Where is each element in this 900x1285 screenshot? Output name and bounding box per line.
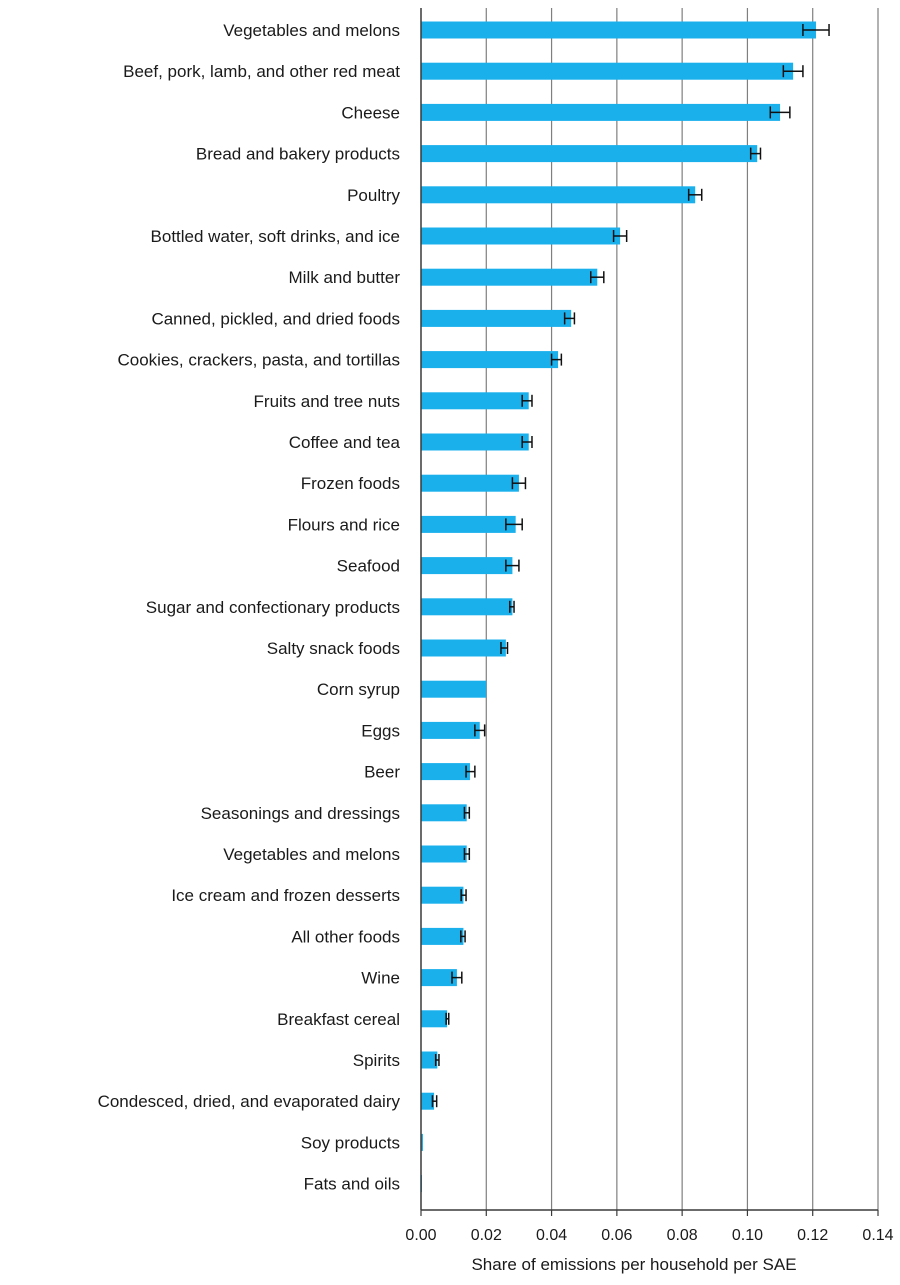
category-label: Ice cream and frozen desserts	[171, 886, 400, 905]
x-tick-label: 0.04	[536, 1227, 567, 1244]
category-label: Corn syrup	[317, 680, 400, 699]
category-label: Seafood	[337, 557, 400, 576]
bar	[421, 309, 572, 327]
category-label: Condesced, dried, and evaporated dairy	[98, 1092, 401, 1111]
bar	[421, 62, 794, 80]
category-label: Eggs	[361, 721, 400, 740]
bar	[421, 433, 529, 451]
x-tick-label: 0.14	[862, 1227, 893, 1244]
bar	[421, 227, 621, 245]
bar	[421, 763, 470, 781]
bar	[421, 1010, 448, 1028]
category-label: Spirits	[353, 1051, 400, 1070]
bar	[421, 1051, 438, 1069]
x-tick-labels: 0.00 0.02 0.04 0.06 0.08 0.10 0.12 0.14	[405, 1227, 893, 1244]
error-bars	[431, 24, 830, 1108]
x-tick-label: 0.06	[601, 1227, 632, 1244]
category-labels: Vegetables and melons Beef, pork, lamb, a…	[98, 21, 401, 1194]
bar	[421, 845, 467, 863]
gridlines	[485, 8, 879, 1210]
bar	[421, 474, 519, 492]
category-label: Canned, pickled, and dried foods	[151, 309, 400, 328]
category-label: Beef, pork, lamb, and other red meat	[123, 62, 400, 81]
bar	[421, 886, 464, 904]
bar	[421, 392, 529, 410]
bars	[421, 21, 816, 1193]
category-label: Seasonings and dressings	[201, 804, 400, 823]
bar	[421, 598, 513, 616]
category-label: Sugar and confectionary products	[146, 598, 400, 617]
bar	[421, 639, 506, 657]
x-tick-label: 0.02	[471, 1227, 502, 1244]
bar	[421, 268, 598, 286]
axes	[420, 8, 879, 1216]
category-label: Fats and oils	[304, 1175, 400, 1194]
bar	[421, 351, 559, 369]
x-tick-label: 0.08	[667, 1227, 698, 1244]
bar	[421, 21, 816, 39]
category-label: Flours and rice	[288, 515, 400, 534]
bar	[421, 927, 464, 945]
x-tick-label: 0.10	[732, 1227, 763, 1244]
bar	[421, 1133, 423, 1151]
bar	[421, 969, 457, 987]
x-axis-title: Share of emissions per household per SAE	[471, 1255, 796, 1274]
category-label: Wine	[361, 969, 400, 988]
x-tick-label: 0.12	[797, 1227, 828, 1244]
category-label: Cheese	[341, 103, 400, 122]
category-label: Breakfast cereal	[277, 1010, 400, 1029]
bar	[421, 804, 467, 822]
category-label: Milk and butter	[289, 268, 401, 287]
category-label: Cookies, crackers, pasta, and tortillas	[117, 351, 400, 370]
category-label: All other foods	[291, 927, 400, 946]
bar	[421, 557, 513, 575]
category-label: Vegetables and melons	[223, 21, 400, 40]
category-label: Poultry	[347, 186, 400, 205]
bar	[421, 515, 516, 533]
bar	[421, 1092, 435, 1110]
x-tick-label: 0.00	[405, 1227, 436, 1244]
bar	[421, 103, 781, 121]
bar	[421, 145, 758, 163]
category-label: Fruits and tree nuts	[254, 392, 400, 411]
category-label: Soy products	[301, 1133, 400, 1152]
bar	[421, 680, 487, 698]
category-label: Salty snack foods	[267, 639, 400, 658]
category-label: Frozen foods	[301, 474, 400, 493]
category-label: Bread and bakery products	[196, 145, 400, 164]
category-label: Bottled water, soft drinks, and ice	[151, 227, 400, 246]
category-label: Beer	[364, 763, 400, 782]
category-label: Vegetables and melons	[223, 845, 400, 864]
category-label: Coffee and tea	[289, 433, 401, 452]
bar	[421, 186, 696, 204]
bar	[421, 721, 480, 739]
